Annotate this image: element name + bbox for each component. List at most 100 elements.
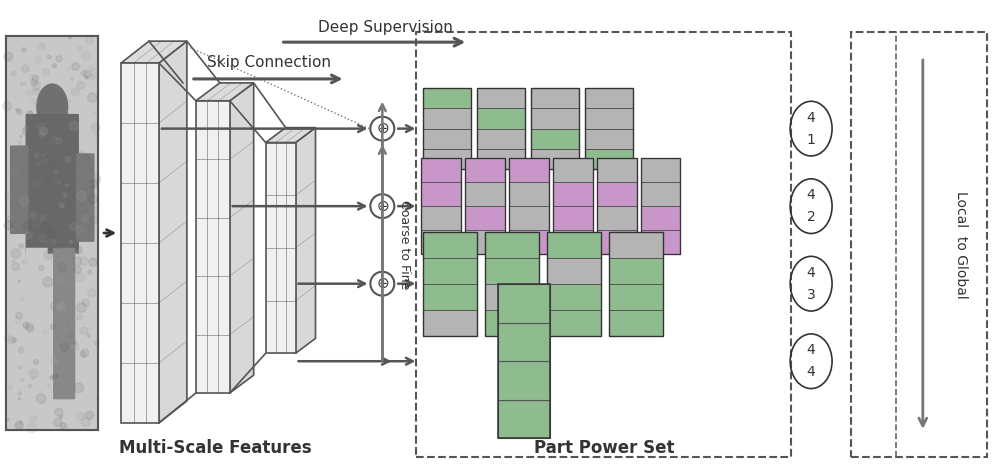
Circle shape: [68, 35, 71, 39]
Circle shape: [22, 65, 29, 73]
Circle shape: [69, 121, 78, 130]
Circle shape: [40, 127, 47, 135]
Circle shape: [67, 114, 70, 116]
Bar: [509, 206, 549, 230]
Bar: [641, 182, 680, 206]
Bar: [553, 158, 593, 182]
Text: Skip Connection: Skip Connection: [207, 55, 331, 69]
Circle shape: [33, 88, 40, 95]
Bar: [509, 158, 549, 254]
Circle shape: [18, 392, 22, 395]
Circle shape: [27, 111, 33, 117]
Circle shape: [12, 263, 20, 271]
Text: Local  to Global: Local to Global: [954, 191, 968, 298]
Circle shape: [78, 47, 82, 51]
Circle shape: [36, 394, 46, 404]
Bar: [6, 36, 98, 430]
Circle shape: [3, 102, 12, 110]
Circle shape: [24, 125, 28, 130]
Circle shape: [32, 218, 41, 227]
Circle shape: [51, 358, 57, 364]
Circle shape: [51, 302, 60, 311]
Bar: [465, 158, 505, 254]
Bar: [531, 88, 579, 169]
Circle shape: [19, 196, 29, 206]
Circle shape: [56, 277, 63, 283]
Circle shape: [74, 246, 77, 249]
Circle shape: [89, 66, 94, 71]
Bar: [485, 284, 539, 310]
Circle shape: [60, 204, 64, 208]
Circle shape: [72, 343, 79, 350]
Circle shape: [43, 330, 48, 335]
Circle shape: [55, 171, 58, 174]
Circle shape: [12, 170, 19, 177]
Bar: [609, 232, 663, 258]
Bar: [498, 284, 550, 323]
Circle shape: [73, 341, 77, 344]
Circle shape: [32, 377, 34, 380]
Circle shape: [82, 299, 89, 307]
Circle shape: [11, 249, 20, 258]
Circle shape: [79, 171, 86, 178]
Circle shape: [47, 55, 51, 59]
Bar: [477, 129, 525, 149]
Circle shape: [68, 67, 70, 69]
Text: Multi-Scale Features: Multi-Scale Features: [119, 439, 312, 457]
Bar: [421, 182, 461, 206]
Bar: [509, 230, 549, 254]
Circle shape: [56, 369, 62, 376]
FancyBboxPatch shape: [53, 248, 75, 399]
Bar: [547, 232, 601, 336]
Circle shape: [19, 421, 22, 424]
Circle shape: [56, 55, 62, 62]
Circle shape: [63, 192, 67, 197]
Circle shape: [53, 137, 56, 140]
Bar: [498, 361, 550, 400]
Circle shape: [67, 332, 74, 338]
Bar: [485, 232, 539, 336]
Bar: [585, 129, 633, 149]
Circle shape: [42, 158, 47, 164]
Circle shape: [89, 206, 98, 215]
Circle shape: [67, 324, 69, 327]
Bar: [553, 158, 593, 254]
Bar: [597, 158, 637, 182]
Bar: [498, 400, 550, 438]
Circle shape: [7, 418, 9, 421]
Bar: [851, 32, 987, 457]
Circle shape: [370, 272, 394, 295]
Circle shape: [56, 302, 65, 312]
Circle shape: [95, 397, 99, 402]
Circle shape: [81, 418, 90, 426]
Circle shape: [43, 277, 53, 287]
Text: Part Power Set: Part Power Set: [534, 439, 675, 457]
Bar: [423, 108, 471, 129]
Circle shape: [93, 112, 96, 115]
Bar: [609, 284, 663, 310]
Circle shape: [69, 223, 77, 230]
Bar: [547, 284, 601, 310]
Bar: [423, 88, 471, 169]
Circle shape: [89, 69, 98, 77]
Circle shape: [77, 315, 83, 320]
Bar: [485, 258, 539, 284]
Bar: [498, 323, 550, 361]
Circle shape: [56, 375, 59, 377]
Bar: [6, 36, 98, 430]
Circle shape: [89, 74, 94, 80]
Circle shape: [26, 90, 33, 96]
Circle shape: [43, 185, 46, 189]
Text: 4: 4: [807, 188, 816, 202]
Text: $\oplus$: $\oplus$: [376, 199, 389, 213]
Circle shape: [370, 116, 394, 141]
Bar: [421, 158, 461, 254]
Text: 4: 4: [807, 343, 816, 357]
Circle shape: [38, 131, 44, 137]
Circle shape: [18, 141, 22, 144]
Text: Coarse to Fine: Coarse to Fine: [398, 200, 411, 289]
Circle shape: [32, 75, 39, 82]
Circle shape: [76, 191, 86, 201]
Circle shape: [31, 178, 40, 187]
Polygon shape: [266, 128, 316, 143]
